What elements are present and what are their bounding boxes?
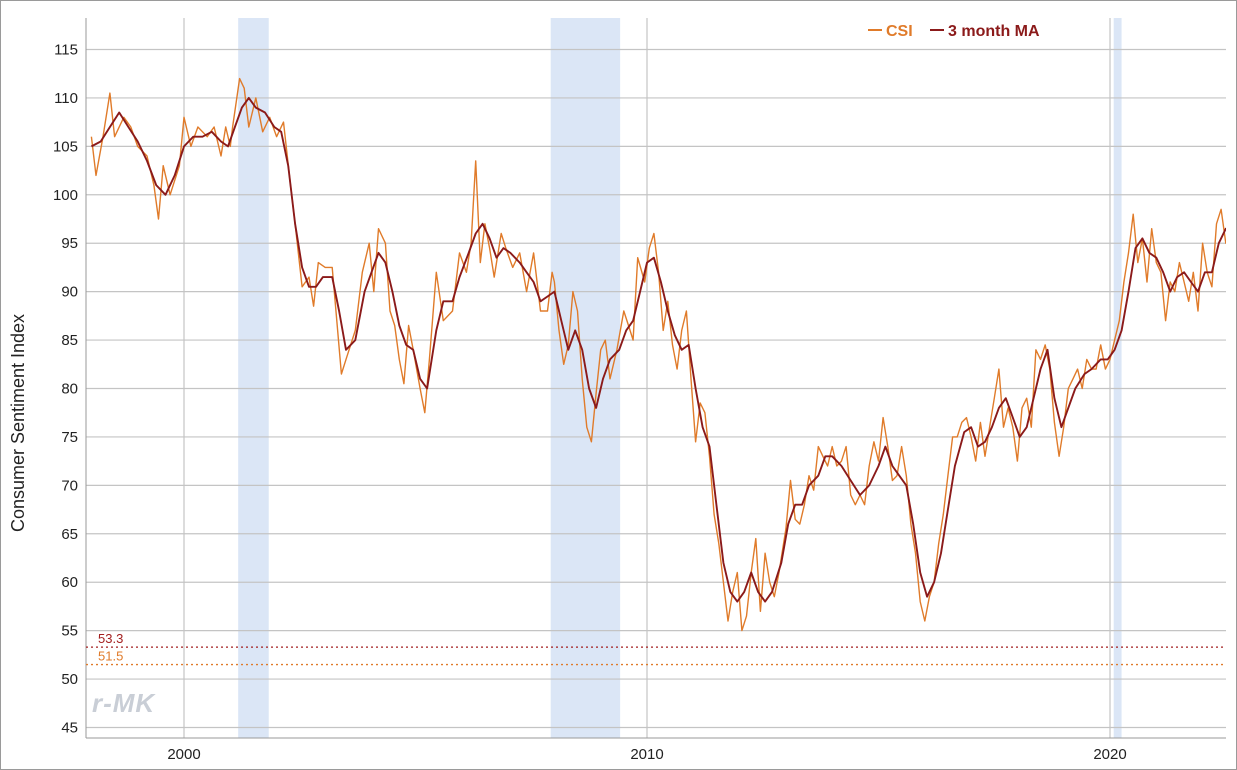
y-tick-label: 60 xyxy=(61,574,78,591)
x-tick-label: 2000 xyxy=(167,746,200,763)
recession-band-3 xyxy=(1113,18,1122,738)
y-tick-label: 115 xyxy=(54,42,78,59)
reference-label: 51.5 xyxy=(98,649,123,664)
y-tick-label: 110 xyxy=(54,90,78,107)
recession-band-1 xyxy=(238,18,269,738)
y-tick-label: 45 xyxy=(61,720,78,737)
y-tick-label: 70 xyxy=(61,477,78,494)
x-tick-label: 2010 xyxy=(630,746,663,763)
series-line-csi xyxy=(90,77,1226,632)
y-tick-label: 85 xyxy=(61,332,78,349)
series-line-3-month-ma xyxy=(90,96,1226,603)
y-tick-label: 75 xyxy=(61,429,78,446)
y-tick-label: 50 xyxy=(61,671,78,688)
y-tick-label: 80 xyxy=(61,381,78,398)
x-tick-label: 2020 xyxy=(1093,746,1126,763)
recession-band-2 xyxy=(550,18,621,738)
y-axis-title: Consumer Sentiment Index xyxy=(8,314,28,532)
y-tick-label: 95 xyxy=(61,235,78,252)
y-tick-label: 90 xyxy=(61,284,78,301)
legend-label: CSI xyxy=(886,23,913,40)
watermark-logo: r-MK xyxy=(92,688,156,718)
y-tick-label: 65 xyxy=(61,526,78,543)
y-tick-label: 105 xyxy=(53,138,78,155)
legend-label: 3 month MA xyxy=(948,23,1040,40)
y-tick-label: 100 xyxy=(53,187,78,204)
y-tick-label: 55 xyxy=(61,623,78,640)
reference-label: 53.3 xyxy=(98,631,123,646)
